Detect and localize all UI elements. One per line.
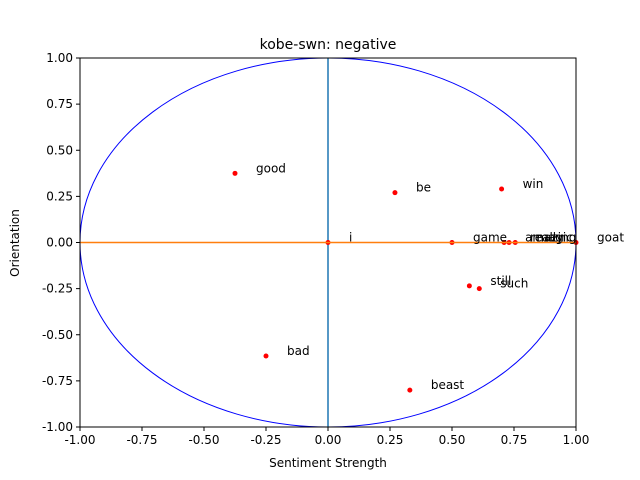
point-label-goat: goat bbox=[597, 231, 624, 245]
data-point-be bbox=[392, 190, 398, 196]
point-label-still: still bbox=[490, 274, 511, 288]
y-tick-label: -0.75 bbox=[42, 374, 73, 388]
y-tick-label: 0.00 bbox=[46, 236, 73, 250]
point-label-be: be bbox=[416, 181, 431, 195]
data-point-good bbox=[232, 170, 238, 176]
x-tick-label: 1.00 bbox=[563, 433, 590, 447]
data-point-bad bbox=[263, 353, 269, 359]
y-axis-ticks: -1.00 -0.75 -0.50 -0.25 0.00 0.25 0.50 0.75 1.00 bbox=[42, 51, 80, 434]
point-label-really: really bbox=[530, 231, 563, 245]
data-point-still bbox=[466, 283, 472, 289]
data-point-such bbox=[476, 286, 482, 292]
y-tick-label: 1.00 bbox=[46, 51, 73, 65]
y-tick-label: -0.25 bbox=[42, 282, 73, 296]
point-label-i: i bbox=[349, 231, 352, 245]
y-tick-label: -0.50 bbox=[42, 328, 73, 342]
point-label-game: game bbox=[473, 231, 507, 245]
point-label-win: win bbox=[523, 177, 544, 191]
point-label-magic: magic bbox=[536, 231, 573, 245]
point-label-such: such bbox=[500, 277, 528, 291]
x-axis-label: Sentiment Strength bbox=[269, 456, 387, 470]
y-tick-label: -1.00 bbox=[42, 420, 73, 434]
y-tick-label: 0.75 bbox=[46, 97, 73, 111]
x-axis-ticks: -1.00 -0.75 -0.50 -0.25 0.00 0.25 0.50 0.75 1.00 bbox=[64, 427, 589, 447]
point-label-amazing: amazing bbox=[525, 231, 576, 245]
data-point-win bbox=[499, 186, 505, 192]
point-label-good: good bbox=[256, 161, 286, 175]
point-label-beast: beast bbox=[431, 378, 465, 392]
x-tick-label: -0.50 bbox=[188, 433, 219, 447]
y-axis-label: Orientation bbox=[8, 209, 22, 277]
data-point-beast bbox=[407, 387, 413, 393]
x-tick-label: 0.25 bbox=[377, 433, 404, 447]
y-tick-label: 0.50 bbox=[46, 143, 73, 157]
x-tick-label: -1.00 bbox=[64, 433, 95, 447]
x-tick-label: 0.00 bbox=[315, 433, 342, 447]
chart-title: kobe-swn: negative bbox=[260, 37, 397, 53]
point-label-bad: bad bbox=[287, 344, 310, 358]
x-tick-label: 0.75 bbox=[501, 433, 528, 447]
y-tick-label: 0.25 bbox=[46, 189, 73, 203]
x-tick-label: -0.25 bbox=[250, 433, 281, 447]
x-tick-label: 0.50 bbox=[439, 433, 466, 447]
x-tick-label: -0.75 bbox=[126, 433, 157, 447]
